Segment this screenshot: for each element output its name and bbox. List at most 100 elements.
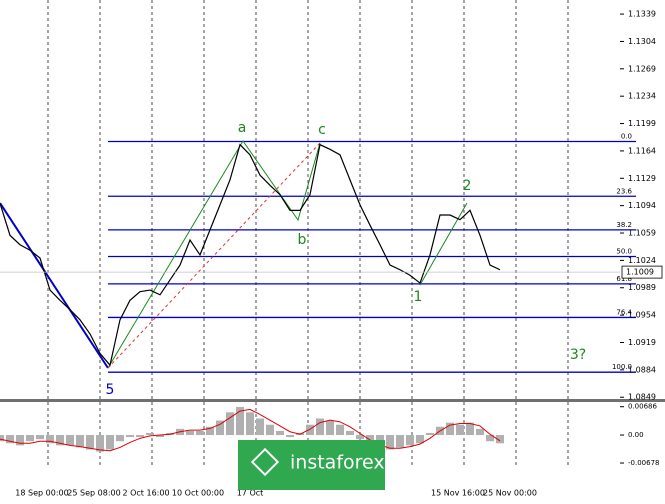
histogram-bar: [396, 435, 404, 448]
histogram-bar: [136, 435, 144, 438]
y-tick-label: 1.1059: [628, 229, 656, 238]
histogram-bar: [186, 430, 194, 436]
histogram-bar: [6, 435, 14, 444]
fib-label: 61.8: [616, 275, 632, 283]
y-tick-label: 0.00686: [628, 403, 657, 411]
histogram-bar: [336, 424, 344, 436]
signal-line: [0, 408, 501, 452]
histogram-bar: [276, 430, 284, 436]
price-line: [0, 143, 501, 367]
y-tick-label: 1.1129: [628, 174, 656, 183]
histogram-bar: [356, 435, 364, 440]
wave-line: [419, 202, 468, 286]
histogram-bar: [426, 432, 434, 436]
histogram-bar: [416, 435, 424, 444]
y-tick-label: 1.1269: [628, 64, 656, 73]
wave-line: [0, 202, 109, 369]
histogram-bar: [496, 435, 504, 444]
histogram-bar: [306, 424, 314, 436]
histogram-bar: [146, 432, 154, 436]
histogram-bar: [26, 435, 34, 442]
logo-icon: [250, 447, 280, 477]
histogram-bar: [76, 435, 84, 448]
histogram-bar: [346, 430, 354, 436]
wave-label: 2: [463, 178, 472, 194]
histogram-bar: [226, 412, 234, 436]
fib-label: 76.4: [616, 308, 632, 316]
histogram-bar: [266, 424, 274, 436]
histogram-bar: [126, 435, 134, 438]
y-tick-label: 1.1339: [628, 10, 656, 19]
fib-label: 50.0: [616, 247, 632, 255]
histogram-bar: [216, 420, 224, 436]
histogram-bar: [456, 424, 464, 436]
histogram-bar: [476, 428, 484, 436]
y-tick-label: 1.0919: [628, 338, 656, 347]
histogram-bar: [16, 435, 24, 446]
last-price-label: 1.1009: [626, 268, 654, 277]
y-tick-label: 1.0989: [628, 283, 656, 292]
histogram-bar: [0, 435, 4, 442]
y-tick-label: 1.0884: [628, 365, 656, 374]
histogram-bar: [246, 412, 254, 436]
y-tick-label: 1.1094: [628, 201, 656, 210]
y-tick-label: 1.1024: [628, 256, 656, 265]
histogram-bar: [86, 435, 94, 450]
x-tick-label: 17 Oct: [237, 489, 264, 498]
histogram-bar: [46, 435, 54, 444]
histogram-bar: [366, 435, 374, 444]
histogram-bar: [316, 418, 324, 436]
fib-label: 0.0: [621, 133, 632, 141]
histogram-bar: [486, 435, 494, 442]
histogram-bar: [96, 435, 104, 452]
wave-label: b: [298, 232, 307, 248]
wave-label: a: [238, 120, 247, 136]
y-tick-label: -0.00678: [628, 459, 659, 467]
y-tick-label: 0.00: [628, 431, 644, 439]
histogram-bar: [286, 435, 294, 438]
y-tick-label: 1.0849: [628, 393, 656, 402]
x-tick-label: 10 Oct 00:00: [172, 489, 224, 498]
price-series: [0, 143, 620, 367]
histogram-bar: [446, 422, 454, 436]
y-tick-label: 1.1304: [628, 37, 656, 46]
y-tick-label: 1.1164: [628, 146, 656, 155]
histogram-bar: [256, 418, 264, 436]
histogram-bar: [116, 435, 124, 442]
y-tick-label: 1.0954: [628, 311, 656, 320]
y-tick-label: 1.1234: [628, 92, 656, 101]
last-price-box: [621, 265, 663, 279]
histogram-bar: [466, 422, 474, 436]
histogram-bar: [206, 426, 214, 436]
histogram-bar: [326, 420, 334, 436]
fib-label: 38.2: [616, 221, 632, 229]
fib-label: 23.6: [616, 187, 632, 195]
wave-line: [107, 140, 321, 369]
histogram-bar: [66, 435, 74, 446]
wave-lines: [0, 140, 468, 369]
histogram-bar: [196, 430, 204, 436]
wave-label: 5: [106, 382, 115, 398]
x-tick-label: 15 Nov 16:00: [431, 489, 485, 498]
logo-box: [238, 440, 385, 490]
wave-label: 1: [414, 289, 423, 305]
y-tick-label: 1.1199: [628, 119, 656, 128]
watermark: instaforex: [238, 440, 385, 490]
wave-label: c: [318, 122, 326, 138]
wave-label: 3?: [570, 347, 586, 363]
x-tick-label: 25 Sep 08:00: [67, 489, 120, 498]
x-tick-label: 2 Oct 16:00: [122, 489, 169, 498]
panel-separator: [0, 399, 665, 402]
histogram-bar: [236, 406, 244, 436]
histogram-bar: [406, 435, 414, 446]
histogram-bar: [56, 435, 64, 446]
histogram-bar: [106, 435, 114, 450]
x-tick-label: 25 Nov 00:00: [483, 489, 537, 498]
fib-label: 100.0: [612, 363, 632, 371]
histogram-bar: [156, 435, 164, 438]
histogram-bar: [386, 435, 394, 450]
x-tick-label: 18 Sep 00:00: [15, 489, 68, 498]
